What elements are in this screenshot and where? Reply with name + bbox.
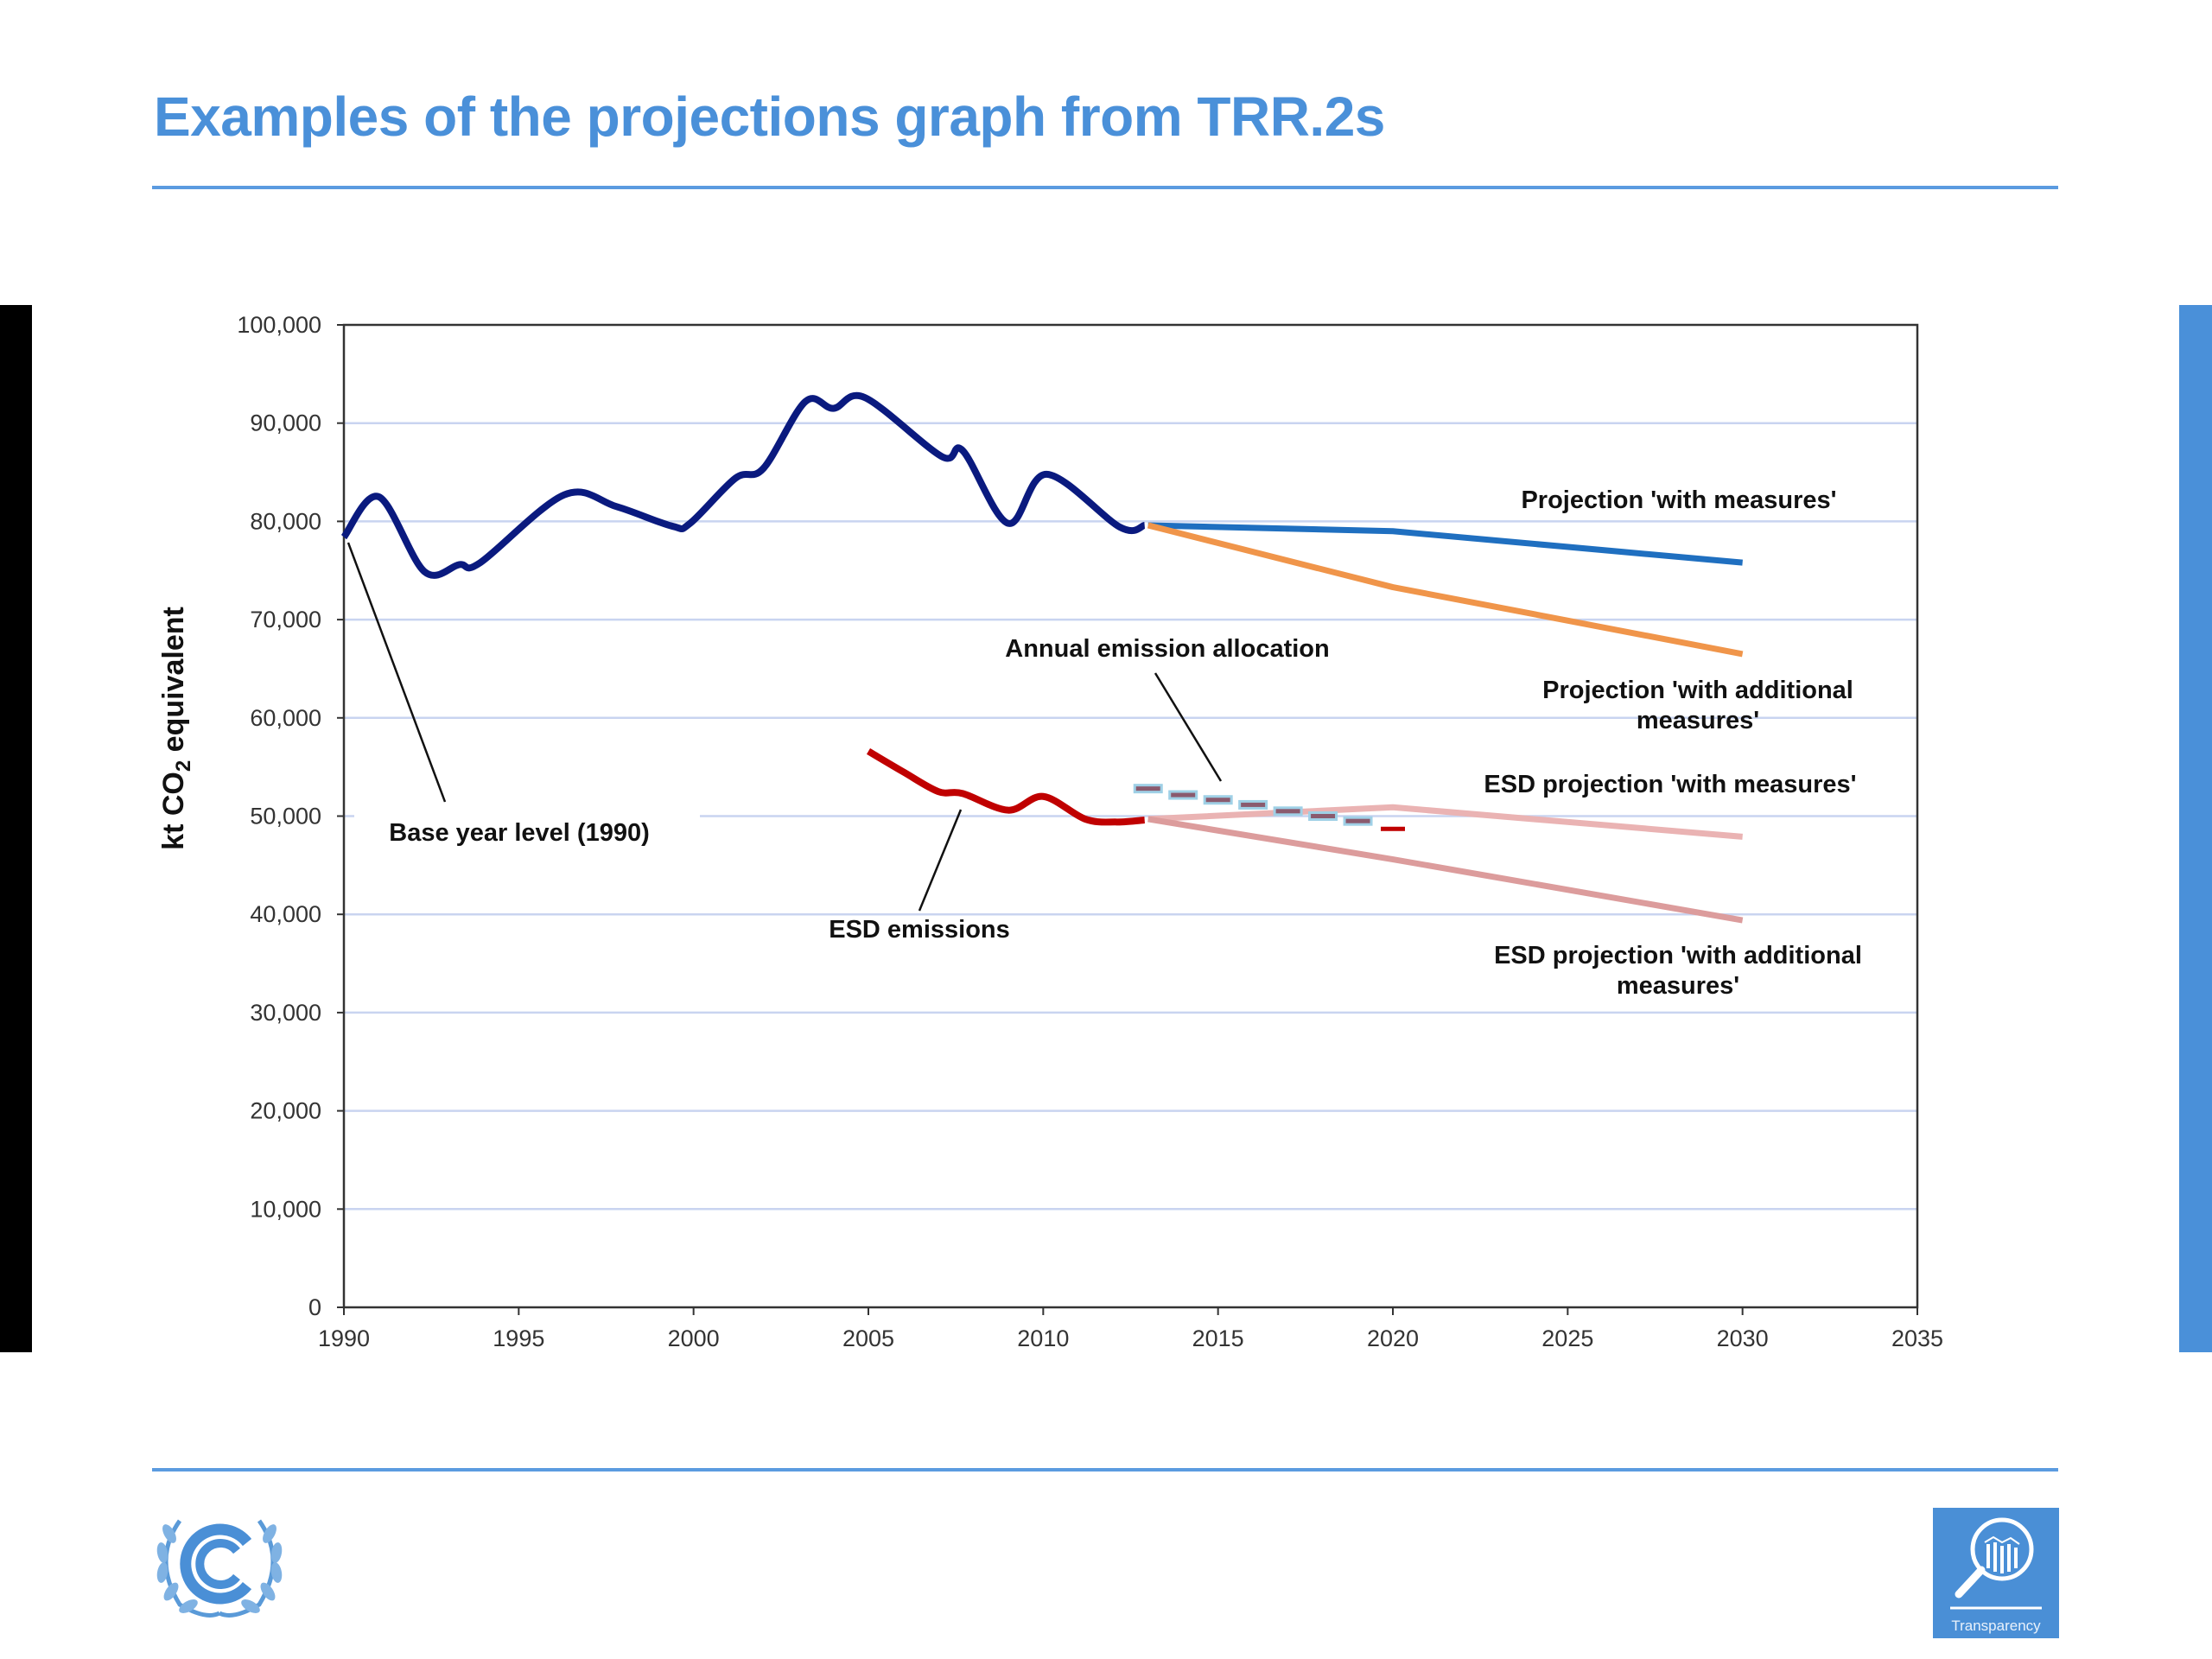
y-tick-label: 0 [308,1294,321,1320]
slide-title: Examples of the projections graph from T… [154,86,1385,148]
title-divider [152,186,2058,189]
y-axis-label: kt CO2 equivalent [157,607,195,850]
allocation-marker [1203,795,1233,805]
x-tick-label: 2005 [842,1325,894,1351]
annotation-leader-line [1154,672,1223,782]
transparency-magnifier-icon [1950,1517,2042,1610]
series-line-projection-with-measures [1147,522,1743,566]
y-tick-label: 60,000 [250,705,321,731]
series-line-projection-with-additional-measures [1147,522,1744,658]
allocation-marker [1273,806,1303,817]
x-tick-label: 2010 [1017,1325,1069,1351]
y-tick-label: 80,000 [250,508,321,534]
y-tick-label: 90,000 [250,410,321,436]
x-tick-label: 2020 [1367,1325,1419,1351]
x-tick-label: 2030 [1717,1325,1769,1351]
x-tick-label: 1990 [318,1325,370,1351]
transparency-logo: Transparency [1933,1508,2059,1638]
x-tick-label: 2015 [1192,1325,1244,1351]
left-side-bar [0,305,32,1352]
y-tick-label: 50,000 [250,804,321,830]
y-tick-label: 10,000 [250,1196,321,1222]
x-tick-label: 2000 [668,1325,720,1351]
annotation-base-year-level-1990: Base year level (1990) [389,819,650,847]
annotation-leader-line [918,809,963,912]
annotation-projection-with-measures: Projection 'with measures' [1521,486,1836,514]
annotation-esd-emissions: ESD emissions [829,916,1010,944]
series-layer [340,391,1744,924]
annotation-leaders [346,542,1223,912]
y-tick-label: 100,000 [237,312,321,338]
allocation-marker [1238,799,1268,810]
annotation-esd-projection-with-additional-measures: ESD projection 'with additional measures' [1494,942,1862,1000]
allocation-marker [1168,790,1198,800]
y-tick-label: 20,000 [250,1098,321,1124]
annotations: Projection 'with measures' Projection 'wi… [389,486,1862,1000]
allocation-marker [1308,811,1338,821]
series-line-esd-projection-with-measures [1147,804,1743,840]
annotation-leader-line [346,542,447,803]
annotation-projection-with-additional-measures: Projection 'with additional measures' [1542,677,1853,734]
allocation-marker [1381,826,1405,831]
unfccc-emblem-icon [145,1508,294,1624]
annotation-esd-projection-with-measures: ESD projection 'with measures' [1484,771,1856,798]
allocation-marker [1343,816,1373,826]
x-tick-label: 2025 [1541,1325,1593,1351]
series-line-esd-emissions [866,748,1146,826]
transparency-label: Transparency [1951,1618,2041,1634]
y-tick-label: 40,000 [250,901,321,927]
series-line-esd-projection-with-additional-measures [1147,816,1744,924]
x-tick-label: 1995 [493,1325,544,1351]
y-tick-label: 70,000 [250,607,321,632]
axis-ticks: 0 10,000 20,000 30,000 40,000 50,000 60,000 70,… [237,312,1943,1351]
footer-divider [152,1468,2058,1471]
x-tick-label: 2035 [1891,1325,1943,1351]
y-tick-label: 30,000 [250,1000,321,1026]
allocation-marker [1133,784,1163,794]
right-side-bar [2179,305,2212,1352]
annotation-annual-emission-allocation: Annual emission allocation [1005,635,1329,663]
series-line-total-emissions-historical [340,391,1146,579]
